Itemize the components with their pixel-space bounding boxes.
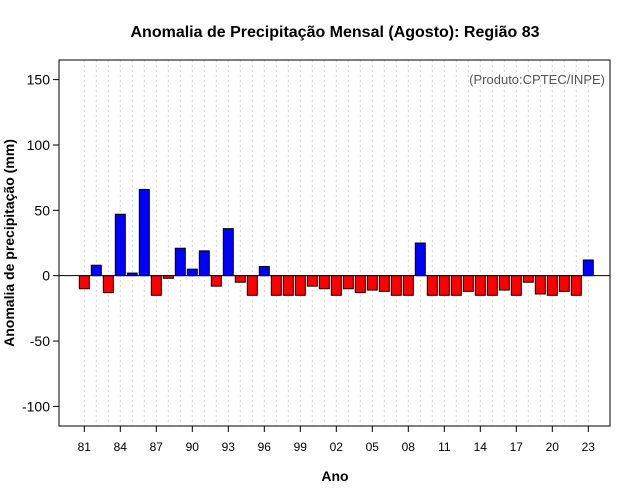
bar [546,275,558,296]
bar [582,259,594,277]
bar [210,275,222,287]
x-tick-label: 20 [546,440,560,454]
bar [462,275,474,292]
bar [558,275,570,292]
x-tick-label: 17 [510,440,524,454]
y-axis: -100 -50 0 50 100 150 [22,72,59,414]
x-tick-label: 08 [402,440,416,454]
x-axis: 81 84 87 90 93 96 99 02 05 08 11 14 17 20 23 [78,426,596,454]
bar [114,213,126,277]
bars-layer [78,188,594,296]
bar [270,275,282,296]
bar [102,275,114,294]
y-tick-label: -50 [30,333,50,349]
y-tick-label: 100 [27,137,51,153]
bar [138,188,150,277]
bar [174,247,186,277]
bar [510,275,522,296]
bar [378,275,390,292]
bar [150,275,162,296]
bar [126,272,138,277]
bar [450,275,462,296]
bar [342,275,354,290]
bar [330,275,342,296]
bar [522,275,534,283]
x-tick-label: 90 [186,440,200,454]
bar [294,275,306,296]
x-tick-label: 96 [258,440,272,454]
bar [78,275,90,290]
x-tick-label: 05 [366,440,380,454]
bar [282,275,294,296]
bar [534,275,546,295]
y-tick-label: 150 [27,72,51,88]
x-tick-label: 84 [114,440,128,454]
x-tick-label: 81 [78,440,92,454]
bar [222,228,234,277]
x-axis-label: Ano [321,468,348,484]
bar [498,275,510,291]
bar [246,275,258,296]
bar [258,266,270,277]
source-annotation: (Produto:CPTEC/INPE) [469,72,605,87]
plot-frame [58,59,611,427]
bar [318,275,330,290]
x-tick-label: 11 [438,440,451,454]
bar [438,275,450,296]
bar [414,242,426,277]
bar [366,275,378,291]
chart-title: Anomalia de Precipitação Mensal (Agosto)… [131,24,540,41]
grid-layer [83,60,589,426]
bar [162,275,174,279]
x-tick-label: 14 [474,440,488,454]
bar [474,275,486,296]
bar [354,275,366,294]
x-tick-label: 23 [582,440,596,454]
bar [306,275,318,287]
bar [90,264,102,277]
bar [426,275,438,296]
y-axis-label: Anomalia de precipitação (mm) [1,139,17,347]
bar [234,275,246,283]
y-tick-label: -100 [22,398,50,414]
x-tick-label: 87 [150,440,164,454]
x-tick-label: 93 [222,440,236,454]
y-tick-label: 0 [42,268,50,284]
bar [198,250,210,277]
bar [186,268,198,277]
x-tick-label: 02 [330,440,344,454]
bar [570,275,582,296]
bar [402,275,414,296]
x-tick-label: 99 [294,440,308,454]
bar [390,275,402,296]
y-tick-label: 50 [34,202,50,218]
bar [486,275,498,296]
